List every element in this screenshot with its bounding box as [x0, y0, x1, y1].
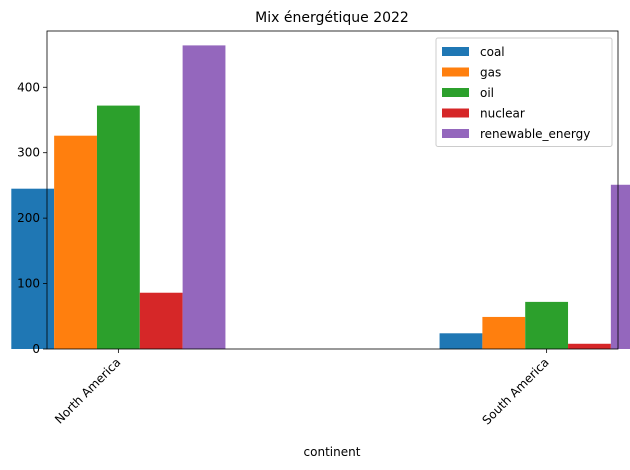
legend-label-coal: coal	[480, 45, 505, 59]
bar-oil-north-america	[96, 105, 140, 349]
legend-label-oil: oil	[480, 86, 494, 100]
y-tick-label: 0	[32, 342, 40, 356]
y-tick-label: 300	[17, 146, 40, 160]
plot-area: North America South America 0 100 200 300 400 c…	[11, 30, 630, 427]
legend-label-gas: gas	[480, 66, 501, 80]
chart-title: Mix énergétique 2022	[255, 10, 409, 26]
bar-renewable-energy-south-america	[610, 184, 630, 349]
legend	[435, 37, 613, 147]
legend-swatch-renewable-energy	[442, 129, 469, 138]
bar-gas-north-america	[54, 135, 97, 349]
bar-oil-south-america	[525, 301, 569, 349]
bar-renewable-energy-north-america	[182, 45, 226, 350]
x-tick-label: North America	[52, 355, 123, 426]
legend-label-renewable-energy: renewable_energy	[480, 127, 590, 141]
bar-nuclear-south-america	[568, 343, 611, 349]
legend-swatch-gas	[442, 67, 469, 77]
bar-gas-south-america	[482, 316, 526, 349]
y-tick-label: 100	[17, 277, 40, 291]
y-tick-label: 200	[17, 211, 40, 225]
x-tick-label: South America	[479, 355, 551, 427]
plot-frame	[46, 30, 619, 350]
y-tick-label: 400	[17, 80, 40, 94]
legend-swatch-oil	[442, 88, 469, 97]
legend-swatch-nuclear	[442, 108, 469, 118]
bar-coal-south-america	[439, 333, 483, 349]
legend-swatch-coal	[442, 47, 469, 56]
x-axis-label: continent	[304, 445, 361, 459]
bar-nuclear-north-america	[139, 292, 183, 349]
legend-label-nuclear: nuclear	[480, 107, 525, 121]
